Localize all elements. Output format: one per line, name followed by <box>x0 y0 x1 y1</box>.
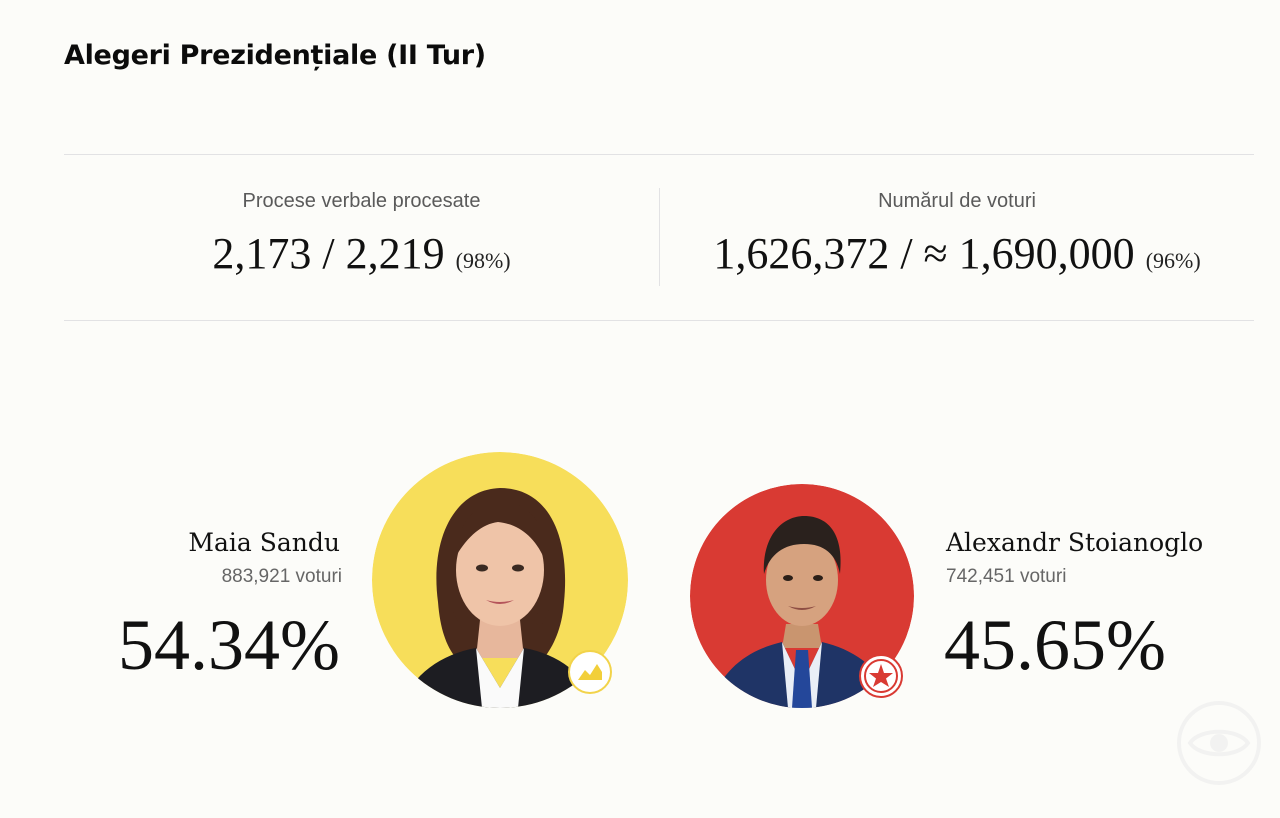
votes-label: Numărul de voturi <box>878 190 1036 212</box>
party-psrm-star-icon <box>859 654 903 698</box>
protocols-stat: Procese verbale procesate 2,173 / 2,219 … <box>64 188 659 287</box>
candidate-votes: 742,451 voturi <box>946 566 1067 587</box>
page-title: Alegeri Prezidențiale (II Tur) <box>64 40 486 71</box>
candidate-name: Alexandr Stoianoglo <box>946 528 1204 557</box>
divider-bottom <box>64 320 1254 321</box>
candidate-percent: 45.65% <box>944 605 1166 685</box>
votes-stat: Numărul de voturi 1,626,372 / ≈ 1,690,00… <box>660 188 1254 287</box>
divider-vertical <box>659 188 660 286</box>
eye-watermark-icon <box>1176 700 1262 786</box>
protocols-value: 2,173 / 2,219 <box>212 229 445 278</box>
candidate-percent: 54.34% <box>118 605 340 685</box>
divider-top <box>64 154 1254 155</box>
votes-percent: (96%) <box>1145 248 1201 273</box>
protocols-label: Procese verbale procesate <box>242 190 481 212</box>
protocols-percent: (98%) <box>455 248 511 273</box>
party-pas-logo-icon <box>568 650 612 694</box>
candidate-portrait <box>690 484 914 708</box>
votes-value-row: 1,626,372 / ≈ 1,690,000 (96%) <box>660 228 1254 287</box>
candidate-votes: 883,921 voturi <box>221 566 342 587</box>
protocols-value-row: 2,173 / 2,219 (98%) <box>64 228 659 287</box>
candidate-portrait <box>372 452 628 708</box>
votes-value: 1,626,372 / ≈ 1,690,000 <box>713 229 1135 278</box>
candidate-name: Maia Sandu <box>188 528 340 557</box>
